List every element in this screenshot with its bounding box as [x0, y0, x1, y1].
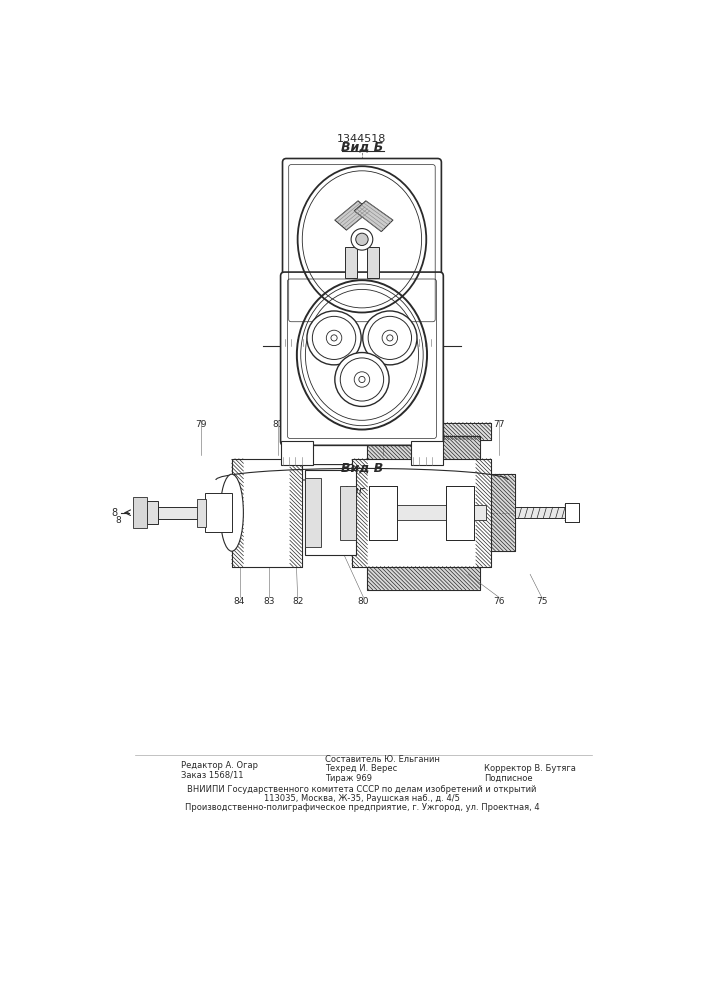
Bar — [340, 486, 356, 540]
Bar — [204, 493, 232, 532]
Text: 113035, Москва, Ж-35, Раушская наб., д. 4/5: 113035, Москва, Ж-35, Раушская наб., д. … — [264, 794, 460, 803]
Bar — [446, 486, 474, 540]
Bar — [476, 459, 491, 567]
Bar — [369, 486, 397, 540]
Text: ВНИИПИ Государственного комитета СССР по делам изобретений и открытий: ВНИИПИ Государственного комитета СССР по… — [187, 785, 537, 794]
Bar — [369, 486, 397, 540]
Text: 76: 76 — [493, 597, 505, 606]
Bar — [232, 459, 243, 567]
Circle shape — [387, 335, 393, 341]
Text: Составитель Ю. Ельганин: Составитель Ю. Ельганин — [325, 755, 440, 764]
Circle shape — [331, 335, 337, 341]
Bar — [369, 505, 486, 520]
Ellipse shape — [220, 474, 243, 551]
Polygon shape — [250, 465, 474, 480]
Text: Вид Б: Вид Б — [341, 140, 383, 153]
Text: фиг4: фиг4 — [346, 350, 378, 363]
Bar — [281, 441, 313, 465]
Bar — [281, 423, 491, 440]
Bar — [446, 486, 474, 540]
Text: 82: 82 — [292, 597, 303, 606]
Text: 79: 79 — [195, 420, 206, 429]
Bar — [368, 436, 480, 459]
Text: Подписное: Подписное — [484, 774, 532, 783]
Text: Техред И. Верес: Техред И. Верес — [325, 764, 397, 773]
Bar — [290, 459, 301, 567]
Bar — [368, 567, 480, 590]
Text: Тираж 969: Тираж 969 — [325, 774, 372, 783]
Text: 84: 84 — [234, 597, 245, 606]
Bar — [368, 436, 480, 459]
Bar — [368, 247, 379, 278]
Text: 75: 75 — [536, 597, 547, 606]
Bar — [352, 459, 491, 567]
Bar — [283, 324, 313, 346]
Bar — [305, 470, 356, 555]
Bar — [158, 507, 224, 519]
Bar — [565, 503, 579, 522]
Polygon shape — [146, 501, 158, 524]
FancyBboxPatch shape — [281, 272, 443, 445]
Text: 8: 8 — [112, 508, 118, 518]
Text: Вид В: Вид В — [341, 462, 383, 475]
Bar — [368, 567, 480, 590]
Text: 78: 78 — [377, 420, 389, 429]
Text: 81: 81 — [272, 420, 284, 429]
Bar — [197, 499, 206, 527]
Bar — [369, 460, 477, 565]
Bar — [565, 503, 579, 522]
Circle shape — [359, 376, 365, 383]
Text: Корректор В. Бутяга: Корректор В. Бутяга — [484, 764, 575, 773]
Bar — [352, 459, 368, 567]
Circle shape — [307, 311, 361, 365]
Text: Редактор А. Огар: Редактор А. Огар — [182, 761, 258, 770]
Bar — [345, 247, 356, 278]
Bar — [283, 324, 313, 346]
Bar — [411, 441, 443, 465]
Bar — [491, 474, 515, 551]
Bar — [232, 459, 301, 567]
Text: 83: 83 — [263, 597, 275, 606]
Circle shape — [356, 233, 368, 246]
Polygon shape — [335, 201, 370, 230]
Circle shape — [351, 229, 373, 250]
Bar — [134, 497, 147, 528]
FancyBboxPatch shape — [283, 158, 441, 328]
Bar — [515, 507, 569, 518]
Bar — [410, 324, 441, 346]
Polygon shape — [354, 201, 393, 232]
Circle shape — [363, 311, 417, 365]
Text: фиг 15: фиг 15 — [341, 404, 383, 417]
Bar — [281, 423, 491, 440]
Text: фиг 16: фиг 16 — [341, 485, 383, 498]
Text: 1344518: 1344518 — [337, 134, 387, 144]
Text: Заказ 1568/11: Заказ 1568/11 — [182, 771, 244, 780]
Text: 8: 8 — [115, 516, 121, 525]
Bar — [491, 474, 515, 551]
Text: 77: 77 — [493, 420, 505, 429]
Circle shape — [335, 353, 389, 406]
Text: 80: 80 — [358, 597, 369, 606]
Text: Производственно-полиграфическое предприятие, г. Ужгород, ул. Проектная, 4: Производственно-полиграфическое предприя… — [185, 803, 539, 812]
Bar — [305, 478, 321, 547]
